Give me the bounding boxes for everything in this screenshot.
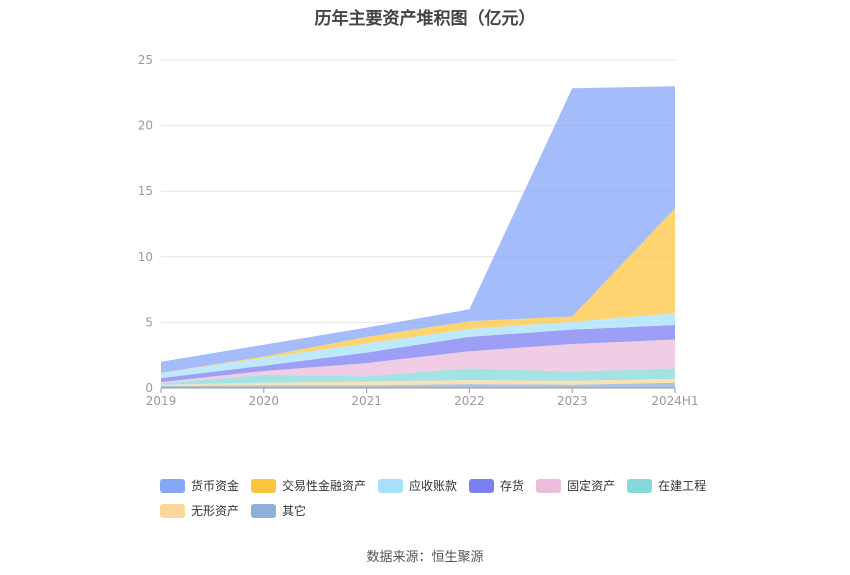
legend-row: 无形资产 其它 [160,498,720,523]
legend-swatch [627,478,653,493]
y-tick-label: 25 [138,53,153,67]
area-series-存货[interactable] [161,325,675,383]
area-series-在建工程[interactable] [161,368,675,385]
legend-row: 货币资金 交易性金融资产 应收账款 存货 固定资产 在建工程 [160,473,720,498]
axes: 0 5 10 15 20 25 2019 2020 2021 2022 2023 2024H1 [138,53,699,408]
legend-swatch [469,478,495,493]
y-tick-label: 0 [145,381,153,395]
legend-swatch [378,478,404,493]
x-tick-label: 2022 [454,394,485,408]
x-tick-label: 2024H1 [651,394,698,408]
chart-title: 历年主要资产堆积图（亿元） [314,9,536,29]
legend-swatch [160,503,185,518]
legend-label: 货币资金 [191,479,240,493]
legend-label: 应收账款 [409,479,458,493]
x-tick-label: 2023 [557,394,588,408]
legend-item[interactable]: 其它 [251,502,306,519]
stacked-area-chart: 0 5 10 15 20 25 2019 2020 2021 2022 2023 2024H1 [138,53,699,408]
legend-label: 固定资产 [567,479,616,493]
legend-label: 其它 [282,504,307,518]
legend-label: 交易性金融资产 [282,479,367,493]
y-tick-label: 10 [138,250,153,264]
area-series-固定资产[interactable] [161,339,675,384]
area-series-其它[interactable] [161,382,675,388]
x-tick-label: 2020 [249,394,280,408]
legend-item[interactable]: 应收账款 [378,477,457,494]
x-tick-label: 2021 [351,394,382,408]
area-series-group [161,86,675,388]
area-series-货币资金[interactable] [161,86,675,373]
legend-label: 存货 [500,479,525,493]
legend-item[interactable]: 交易性金融资产 [251,477,366,494]
area-series-无形资产[interactable] [161,378,675,387]
data-source-note: 数据来源：恒生聚源 [366,550,484,565]
area-series-应收账款[interactable] [161,313,675,379]
legend: 货币资金 交易性金融资产 应收账款 存货 固定资产 在建工程无形资产 其它 [160,473,720,523]
legend-swatch [251,478,277,493]
legend-label: 在建工程 [658,479,707,493]
legend-swatch [536,478,562,493]
legend-swatch [160,478,185,493]
legend-swatch [251,503,277,518]
y-tick-label: 5 [145,315,153,329]
legend-item[interactable]: 无形资产 [160,502,239,519]
y-tick-label: 15 [138,184,153,198]
legend-item[interactable]: 固定资产 [536,477,615,494]
legend-label: 无形资产 [191,504,240,518]
legend-item[interactable]: 在建工程 [627,477,706,494]
legend-item[interactable]: 存货 [469,477,524,494]
x-tick-label: 2019 [146,394,177,408]
legend-item[interactable]: 货币资金 [160,477,239,494]
y-tick-label: 20 [138,119,153,133]
